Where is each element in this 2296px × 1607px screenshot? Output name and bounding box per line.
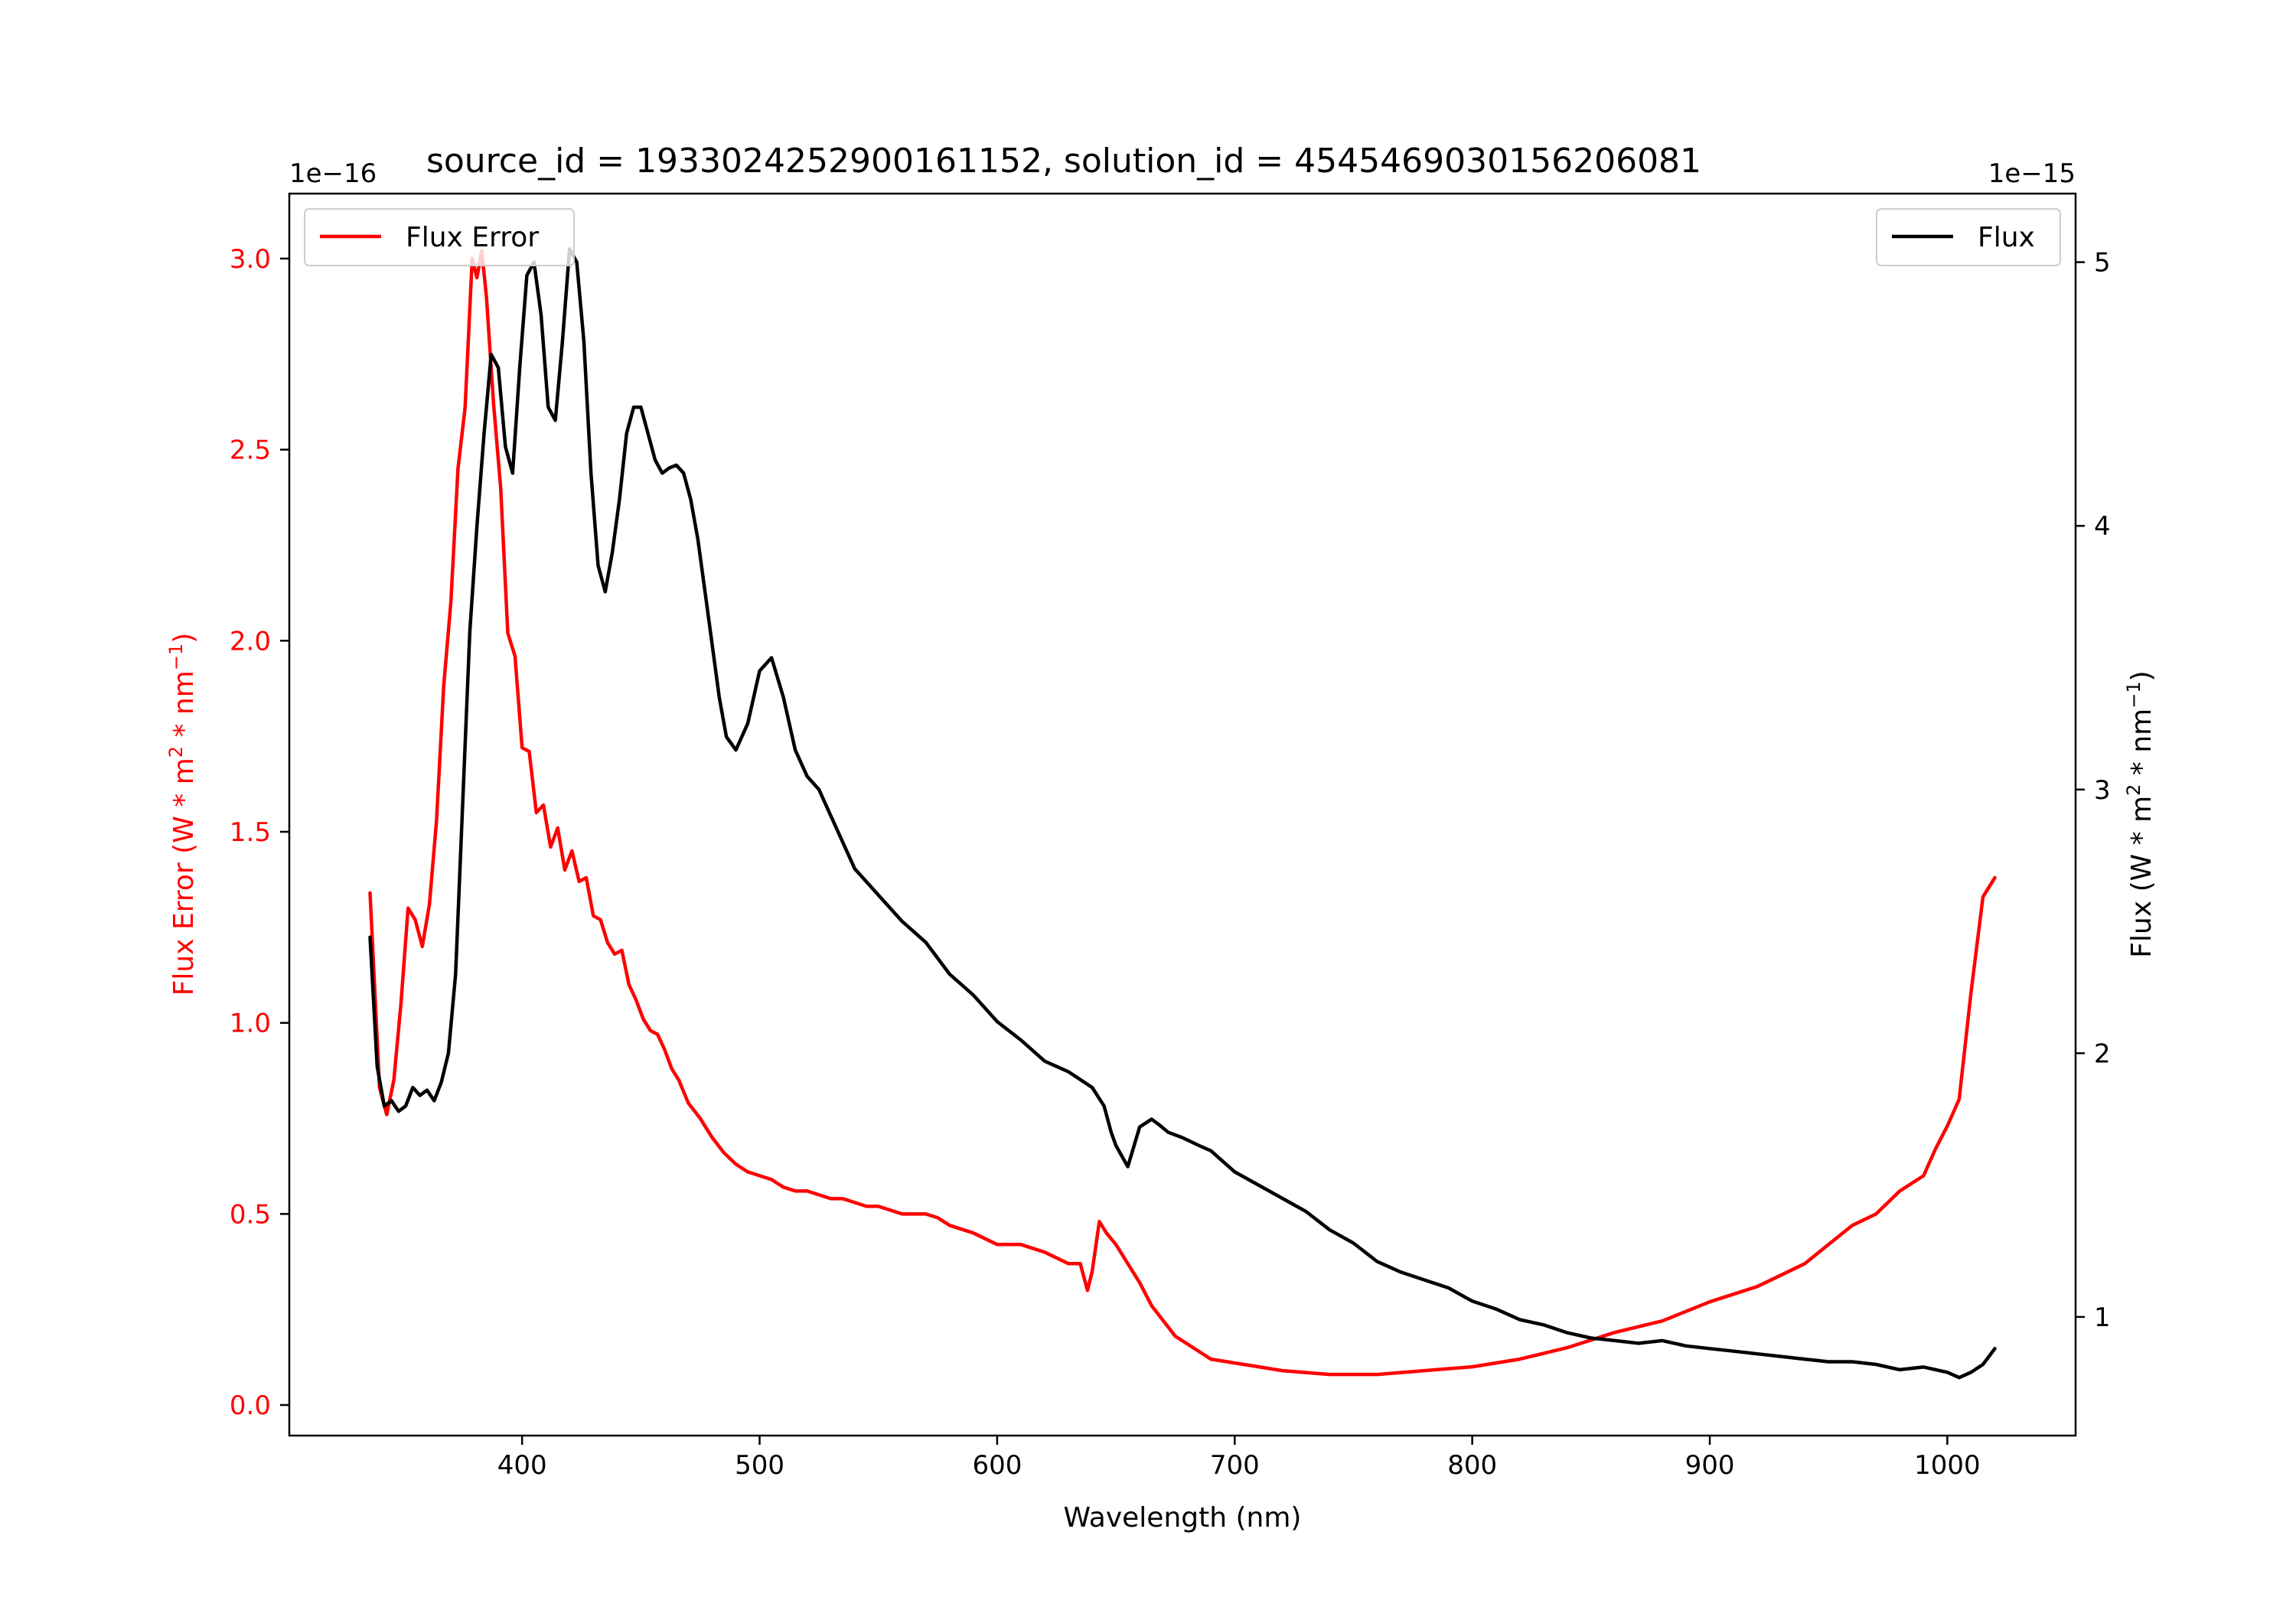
left-tick-label: 2.5 <box>230 435 271 466</box>
legend-flux: Flux <box>1876 208 2061 266</box>
x-tick-label: 500 <box>735 1450 784 1481</box>
right-axis-offset-text: 1e−15 <box>1988 158 2076 189</box>
legend-flux-error: Flux Error <box>304 208 575 266</box>
x-tick-label: 700 <box>1210 1450 1260 1481</box>
right-tick-label: 3 <box>2094 775 2111 806</box>
right-tick-label: 1 <box>2094 1302 2111 1333</box>
left-tick-label: 2.0 <box>230 626 271 657</box>
x-tick-label: 1000 <box>1914 1450 1981 1481</box>
left-y-axis: 0.0 0.5 1.0 1.5 2.0 2.5 3.0 <box>230 244 289 1421</box>
left-axis-offset-text: 1e−16 <box>289 158 377 189</box>
x-tick-label: 600 <box>972 1450 1022 1481</box>
right-tick-label: 2 <box>2094 1038 2111 1069</box>
series-line-flux-error <box>368 249 1997 1377</box>
left-axis-label: Flux Error (W * m2 * nm−1) <box>165 633 200 996</box>
plot-frame <box>288 192 2077 1437</box>
right-y-axis: 1 2 3 4 5 <box>2076 248 2111 1333</box>
x-tick-label: 900 <box>1685 1450 1735 1481</box>
legend-label-flux: Flux <box>1978 222 2035 253</box>
series-line-flux <box>368 247 1997 1380</box>
right-axis-label: Flux (W * m2 * nm−1) <box>2123 670 2157 957</box>
left-tick-label: 0.5 <box>230 1199 271 1230</box>
x-axis: 400 500 600 700 800 900 1000 <box>497 1436 1981 1481</box>
left-tick-label: 3.0 <box>230 244 271 275</box>
left-tick-label: 1.5 <box>230 817 271 848</box>
series-layer <box>368 247 1997 1380</box>
legend-label-flux-error: Flux Error <box>406 222 539 253</box>
left-tick-label: 0.0 <box>230 1390 271 1421</box>
x-tick-label: 800 <box>1447 1450 1497 1481</box>
x-axis-label: Wavelength (nm) <box>1064 1502 1302 1534</box>
legend-box-right <box>1876 208 2061 266</box>
right-tick-label: 5 <box>2094 248 2111 279</box>
chart-title: source_id = 1933024252900161152, solutio… <box>426 142 1701 181</box>
right-tick-label: 4 <box>2094 511 2111 542</box>
left-tick-label: 1.0 <box>230 1009 271 1039</box>
x-tick-label: 400 <box>497 1450 547 1481</box>
legend-box-left <box>304 208 575 266</box>
